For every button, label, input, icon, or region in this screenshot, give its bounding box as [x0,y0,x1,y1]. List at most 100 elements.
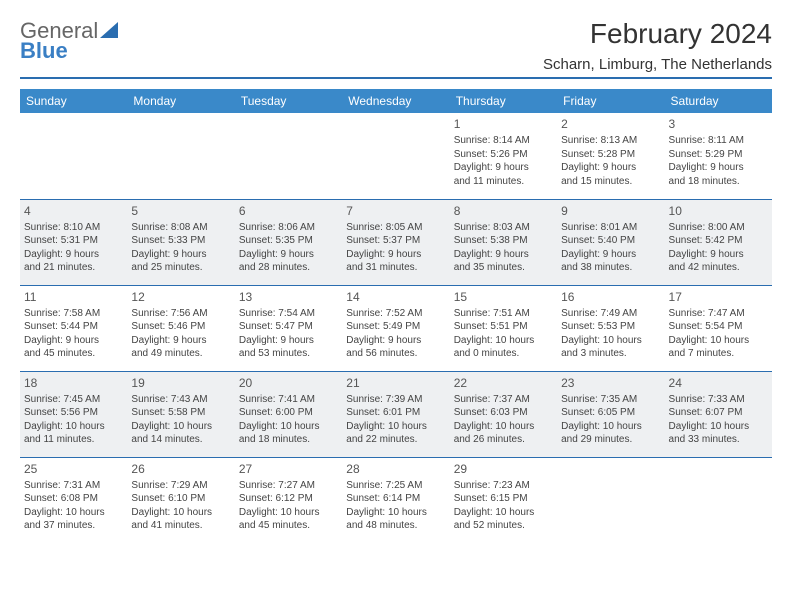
day-detail: Sunset: 5:56 PM [24,406,123,420]
day-detail: Daylight: 10 hours [669,334,768,348]
day-detail: and 42 minutes. [669,261,768,275]
day-detail: Sunset: 5:37 PM [346,234,445,248]
day-detail: Sunset: 5:53 PM [561,320,660,334]
day-detail: and 29 minutes. [561,433,660,447]
day-header: Monday [127,89,234,113]
day-detail: Daylight: 10 hours [346,506,445,520]
day-header: Saturday [665,89,772,113]
day-number: 10 [669,203,768,219]
day-header: Wednesday [342,89,449,113]
day-detail: Sunrise: 7:39 AM [346,393,445,407]
day-detail: Sunrise: 7:41 AM [239,393,338,407]
calendar-cell: 29Sunrise: 7:23 AMSunset: 6:15 PMDayligh… [450,457,557,543]
day-number: 22 [454,375,553,391]
day-detail: Sunset: 5:44 PM [24,320,123,334]
day-detail: Sunrise: 8:00 AM [669,221,768,235]
day-header: Tuesday [235,89,342,113]
day-detail: Sunset: 5:28 PM [561,148,660,162]
day-detail: Daylight: 10 hours [24,506,123,520]
day-detail: and 28 minutes. [239,261,338,275]
day-detail: and 18 minutes. [239,433,338,447]
day-detail: Sunset: 5:31 PM [24,234,123,248]
calendar-week-row: 25Sunrise: 7:31 AMSunset: 6:08 PMDayligh… [20,457,772,543]
day-detail: Daylight: 9 hours [454,248,553,262]
calendar-cell: 9Sunrise: 8:01 AMSunset: 5:40 PMDaylight… [557,199,664,285]
calendar-cell: 11Sunrise: 7:58 AMSunset: 5:44 PMDayligh… [20,285,127,371]
day-detail: Daylight: 10 hours [24,420,123,434]
day-detail: Sunrise: 8:10 AM [24,221,123,235]
calendar-cell: 6Sunrise: 8:06 AMSunset: 5:35 PMDaylight… [235,199,342,285]
calendar-cell: 26Sunrise: 7:29 AMSunset: 6:10 PMDayligh… [127,457,234,543]
calendar-cell: 23Sunrise: 7:35 AMSunset: 6:05 PMDayligh… [557,371,664,457]
day-detail: Sunrise: 7:27 AM [239,479,338,493]
day-number: 15 [454,289,553,305]
day-detail: Daylight: 10 hours [454,420,553,434]
day-detail: and 37 minutes. [24,519,123,533]
calendar-cell: 28Sunrise: 7:25 AMSunset: 6:14 PMDayligh… [342,457,449,543]
day-detail: and 41 minutes. [131,519,230,533]
calendar-table: SundayMondayTuesdayWednesdayThursdayFrid… [20,89,772,543]
day-detail: Sunset: 6:15 PM [454,492,553,506]
day-detail: Daylight: 9 hours [24,334,123,348]
day-detail: Sunset: 5:35 PM [239,234,338,248]
day-detail: and 48 minutes. [346,519,445,533]
day-number: 24 [669,375,768,391]
day-detail: Sunrise: 8:14 AM [454,134,553,148]
day-detail: Daylight: 10 hours [239,420,338,434]
day-detail: Sunrise: 7:35 AM [561,393,660,407]
day-detail: Sunrise: 7:33 AM [669,393,768,407]
day-detail: Sunrise: 8:01 AM [561,221,660,235]
day-detail: Sunset: 5:42 PM [669,234,768,248]
calendar-cell: 1Sunrise: 8:14 AMSunset: 5:26 PMDaylight… [450,113,557,199]
logo: General Blue [20,18,118,64]
day-detail: and 45 minutes. [24,347,123,361]
day-detail: and 15 minutes. [561,175,660,189]
day-detail: Sunrise: 8:03 AM [454,221,553,235]
day-detail: Sunrise: 8:05 AM [346,221,445,235]
day-number: 27 [239,461,338,477]
day-number: 13 [239,289,338,305]
calendar-cell: 25Sunrise: 7:31 AMSunset: 6:08 PMDayligh… [20,457,127,543]
day-detail: Sunset: 6:01 PM [346,406,445,420]
day-detail: Sunrise: 7:29 AM [131,479,230,493]
day-detail: Sunset: 5:33 PM [131,234,230,248]
day-detail: Sunrise: 7:56 AM [131,307,230,321]
calendar-week-row: 11Sunrise: 7:58 AMSunset: 5:44 PMDayligh… [20,285,772,371]
day-detail: and 21 minutes. [24,261,123,275]
calendar-cell: 24Sunrise: 7:33 AMSunset: 6:07 PMDayligh… [665,371,772,457]
day-detail: Daylight: 9 hours [561,161,660,175]
day-detail: Sunrise: 7:37 AM [454,393,553,407]
day-detail: Sunset: 5:26 PM [454,148,553,162]
day-detail: Sunrise: 8:06 AM [239,221,338,235]
calendar-cell: 13Sunrise: 7:54 AMSunset: 5:47 PMDayligh… [235,285,342,371]
day-detail: and 49 minutes. [131,347,230,361]
day-number: 2 [561,116,660,132]
day-detail: and 11 minutes. [24,433,123,447]
day-detail: Daylight: 10 hours [561,420,660,434]
calendar-cell: 4Sunrise: 8:10 AMSunset: 5:31 PMDaylight… [20,199,127,285]
day-number: 18 [24,375,123,391]
day-detail: Sunrise: 7:58 AM [24,307,123,321]
calendar-cell: 10Sunrise: 8:00 AMSunset: 5:42 PMDayligh… [665,199,772,285]
day-detail: Sunrise: 7:25 AM [346,479,445,493]
day-detail: and 25 minutes. [131,261,230,275]
calendar-cell: 7Sunrise: 8:05 AMSunset: 5:37 PMDaylight… [342,199,449,285]
day-detail: Sunset: 6:08 PM [24,492,123,506]
day-detail: and 26 minutes. [454,433,553,447]
day-number: 26 [131,461,230,477]
title-block: February 2024 Scharn, Limburg, The Nethe… [543,18,772,73]
day-number: 28 [346,461,445,477]
day-detail: and 56 minutes. [346,347,445,361]
day-detail: Sunset: 5:58 PM [131,406,230,420]
day-detail: Sunrise: 7:54 AM [239,307,338,321]
day-number: 20 [239,375,338,391]
header: General Blue February 2024 Scharn, Limbu… [20,18,772,73]
day-number: 29 [454,461,553,477]
day-detail: and 45 minutes. [239,519,338,533]
calendar-week-row: 18Sunrise: 7:45 AMSunset: 5:56 PMDayligh… [20,371,772,457]
day-detail: Daylight: 9 hours [561,248,660,262]
day-detail: and 3 minutes. [561,347,660,361]
day-detail: Daylight: 10 hours [669,420,768,434]
day-detail: Daylight: 9 hours [346,248,445,262]
day-detail: Sunset: 5:51 PM [454,320,553,334]
